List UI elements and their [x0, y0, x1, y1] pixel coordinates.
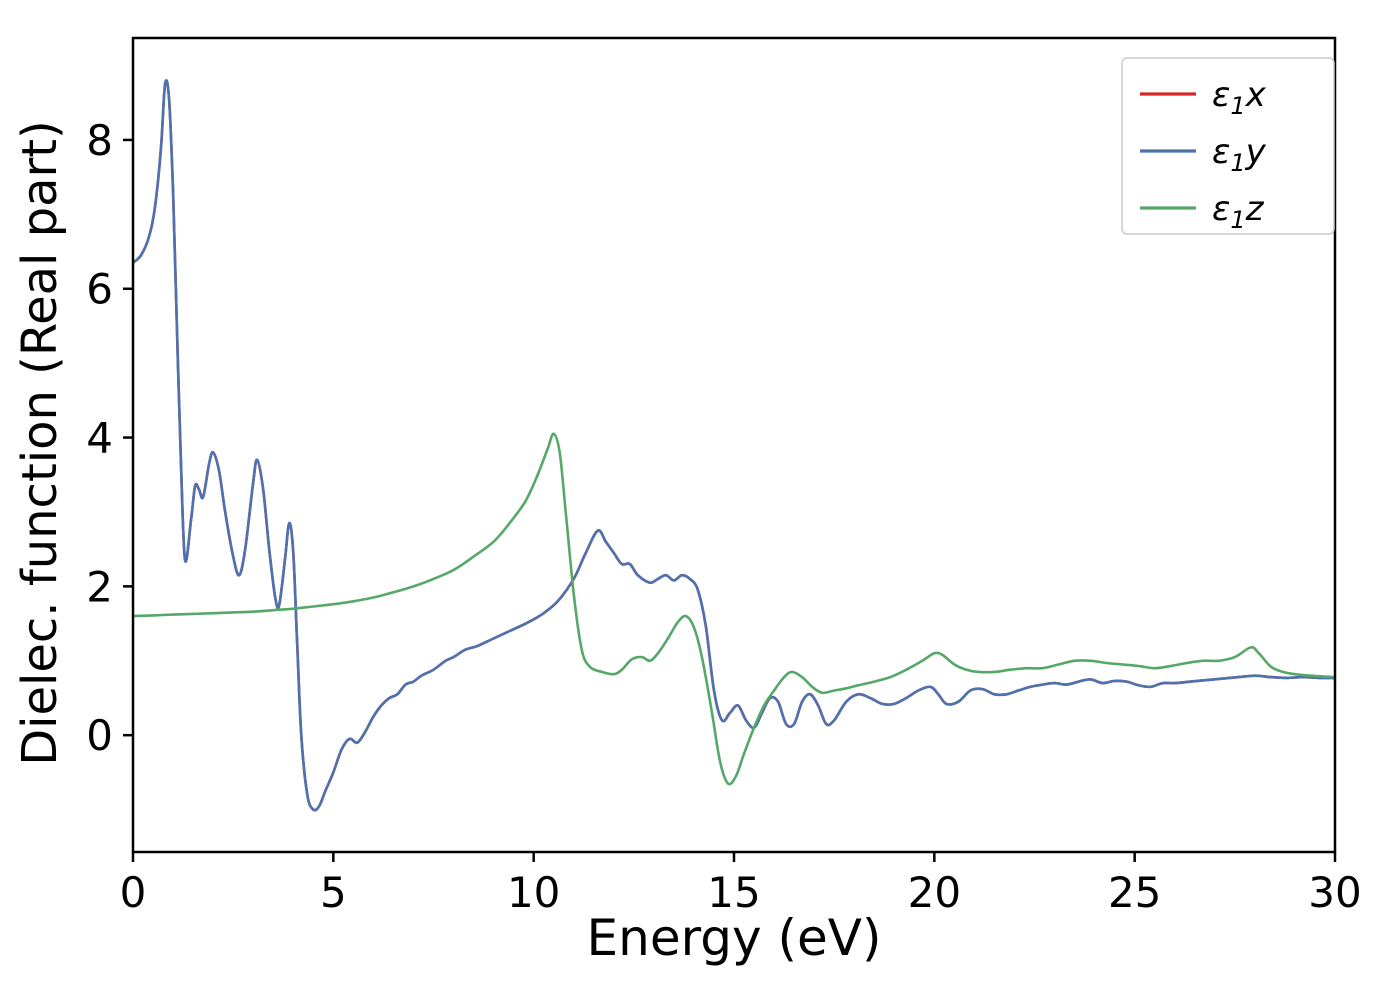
y-tick-label: 4	[86, 414, 113, 463]
x-tick-label: 25	[1108, 868, 1161, 917]
axes-frame	[131, 36, 1337, 854]
series-e1y-line	[133, 79, 1335, 812]
legend-box	[1121, 57, 1335, 235]
x-tick-label: 20	[908, 868, 961, 917]
legend-label-e1x: ε1x	[1212, 75, 1267, 120]
x-tick-label: 0	[120, 868, 147, 917]
series-e1z-line	[133, 432, 1335, 786]
legend-label-e1z: ε1z	[1212, 189, 1265, 234]
x-tick-label: 5	[320, 868, 347, 917]
x-tick-label: 10	[507, 868, 560, 917]
y-tick-label: 8	[86, 116, 113, 165]
x-tick-label: 15	[707, 868, 760, 917]
series-group	[133, 79, 1335, 812]
legend: ε1x ε1y ε1z	[1121, 57, 1335, 235]
y-tick-label: 2	[86, 562, 113, 611]
y-axis-label: Dielec. function (Real part)	[12, 120, 68, 766]
y-tick-label: 6	[86, 265, 113, 314]
legend-label-e1y: ε1y	[1212, 132, 1267, 177]
y-tick-label: 0	[86, 711, 113, 760]
x-axis-label: Energy (eV)	[586, 909, 882, 967]
x-tick-label: 30	[1308, 868, 1361, 917]
